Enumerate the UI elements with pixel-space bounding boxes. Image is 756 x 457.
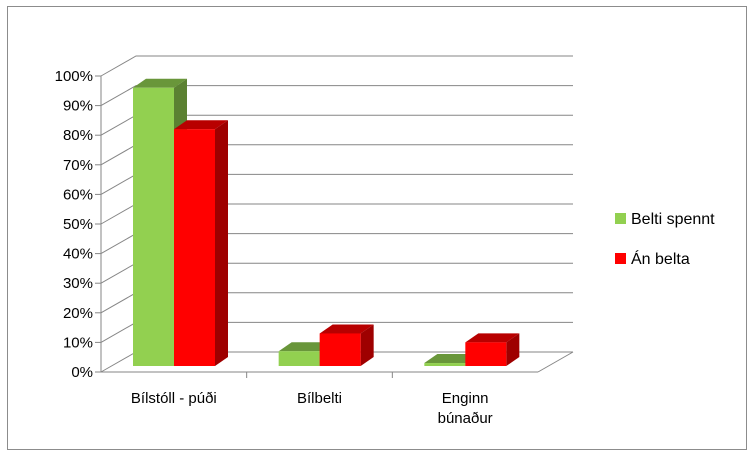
y-tick-label: 100% xyxy=(55,68,93,85)
gridline xyxy=(100,55,573,77)
bar-chart-3d: 0% 10% 20% 30% 40% 50% 60% 70% 80% 90% 100% Bílstó… xyxy=(55,55,715,427)
chart-floor xyxy=(101,351,574,373)
floor-right-edge xyxy=(537,351,574,373)
y-tick-label: 40% xyxy=(63,246,93,263)
chart-bars xyxy=(133,78,520,366)
bar-top-face xyxy=(319,324,374,334)
bar-top-face xyxy=(424,354,479,364)
y-tick-label: 10% xyxy=(63,334,93,351)
bar-top-face xyxy=(174,120,228,130)
x-axis: Bílstóll - púði Bílbelti Enginn búnaður xyxy=(131,372,493,427)
bar-top-face xyxy=(278,342,333,352)
y-tick-label: 90% xyxy=(63,98,93,115)
bar-front-face xyxy=(278,351,320,366)
y-tick-label: 30% xyxy=(63,275,93,292)
bar xyxy=(319,324,374,366)
y-tick-label: 50% xyxy=(63,216,93,233)
x-tick-label: búnaður xyxy=(438,410,493,427)
legend-label: Án belta xyxy=(631,249,690,268)
bar-top-face xyxy=(133,78,187,88)
bar-front-face xyxy=(174,129,215,366)
legend-swatch xyxy=(615,213,626,224)
y-axis: 0% 10% 20% 30% 40% 50% 60% 70% 80% 90% 100% xyxy=(55,68,102,381)
bar xyxy=(465,333,520,366)
y-tick-label: 80% xyxy=(63,127,93,144)
legend-swatch xyxy=(615,253,626,264)
chart-legend: Belti spennt Án belta xyxy=(615,211,715,268)
bar-front-face xyxy=(133,87,174,366)
y-tick-label: 60% xyxy=(63,186,93,203)
y-tick-label: 70% xyxy=(63,157,93,174)
bar-front-face xyxy=(465,342,507,366)
bar-side-face xyxy=(506,333,520,366)
bar-top-face xyxy=(465,333,520,343)
x-tick-label: Bílbelti xyxy=(297,390,342,407)
y-tick-label: 20% xyxy=(63,305,93,322)
x-tick-label: Enginn xyxy=(442,390,489,407)
gridline xyxy=(100,85,573,107)
y-tick-label: 0% xyxy=(71,364,93,381)
bar xyxy=(174,120,228,366)
bar-front-face xyxy=(424,363,466,366)
chart-frame: 0% 10% 20% 30% 40% 50% 60% 70% 80% 90% 100% Bílstó… xyxy=(7,6,747,450)
legend-item: Án belta xyxy=(615,249,690,268)
bar-side-face xyxy=(360,324,374,366)
bar-front-face xyxy=(319,333,361,366)
legend-label: Belti spennt xyxy=(631,211,715,228)
legend-item: Belti spennt xyxy=(615,211,715,228)
x-tick-label: Bílstóll - púði xyxy=(131,390,217,407)
bar-side-face xyxy=(215,120,228,366)
